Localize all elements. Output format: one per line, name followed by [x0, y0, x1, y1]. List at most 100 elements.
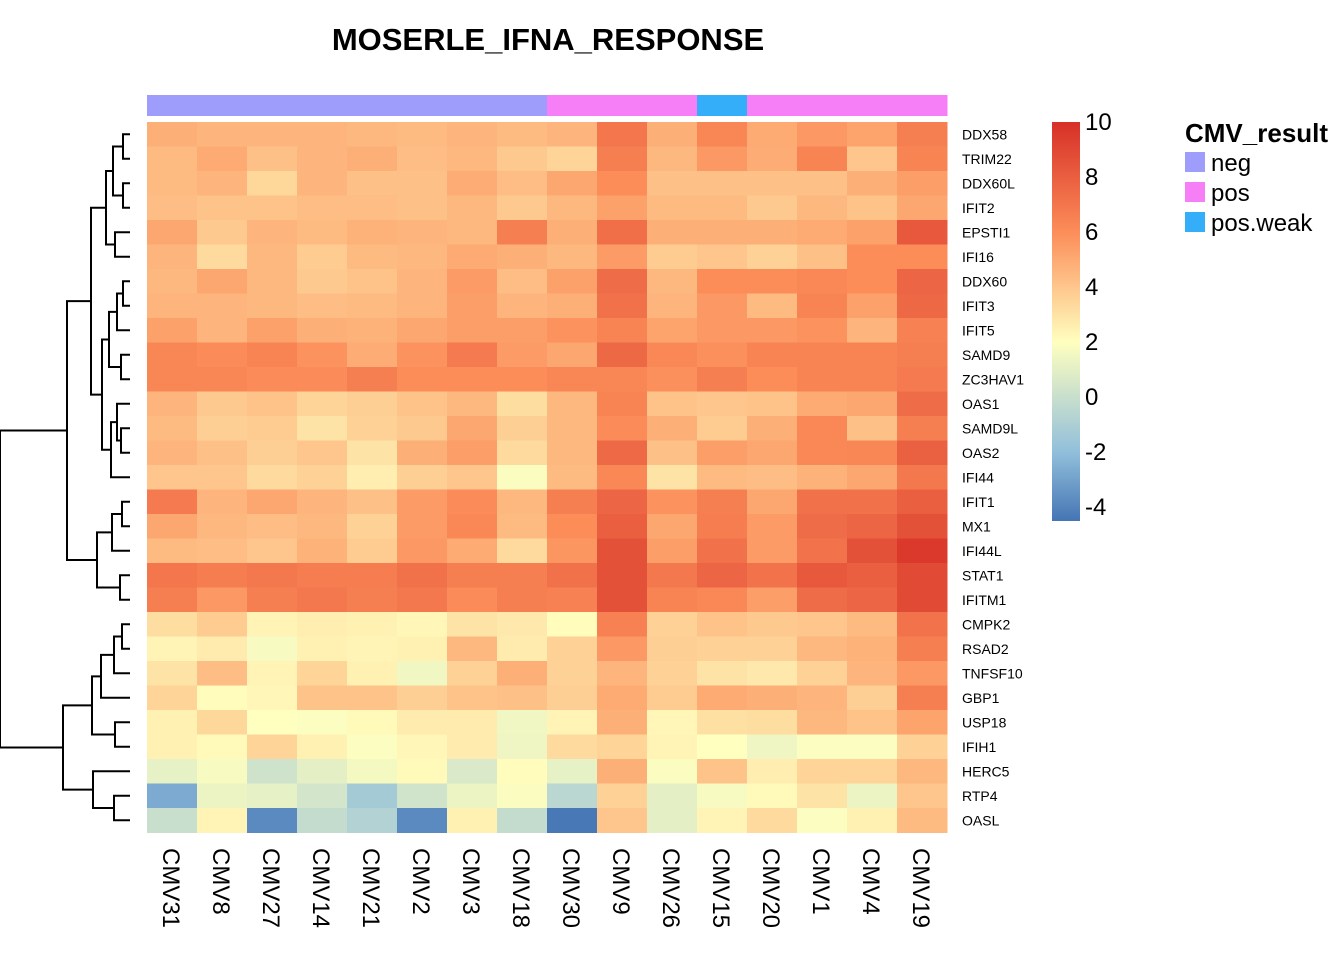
heatmap-cell [347, 612, 398, 637]
heatmap-cell [197, 759, 248, 784]
heatmap-cell [647, 636, 698, 662]
heatmap-cell [447, 367, 498, 392]
heatmap-cell [197, 710, 248, 735]
heatmap-cell [197, 342, 248, 368]
heatmap-cell [197, 220, 248, 245]
legend-swatch [1185, 212, 1205, 232]
heatmap-cell [397, 759, 448, 784]
heatmap-cell [247, 612, 298, 637]
heatmap-cell [747, 759, 798, 784]
heatmap-cell [847, 244, 898, 270]
heatmap-cells [147, 122, 948, 833]
heatmap-cell [647, 612, 698, 637]
heatmap-cell [147, 146, 198, 172]
heatmap-cell [397, 636, 448, 662]
heatmap-cell [447, 587, 498, 613]
heatmap-cell [397, 734, 448, 760]
heatmap-cell [847, 293, 898, 319]
heatmap-cell [547, 244, 598, 270]
dendrogram-branch [91, 675, 115, 736]
column-label: CMV8 [207, 848, 234, 915]
heatmap-cell [247, 685, 298, 711]
heatmap-cell [647, 808, 698, 833]
heatmap-cell [497, 318, 548, 343]
row-label: USP18 [962, 714, 1007, 730]
dendrogram-branch [108, 310, 121, 368]
heatmap-cell [397, 465, 448, 490]
heatmap-cell [297, 710, 348, 735]
heatmap-cell [247, 538, 298, 564]
color-scale-tick: 0 [1085, 384, 1098, 411]
heatmap-cell [797, 563, 848, 588]
row-label: IFITM1 [962, 592, 1007, 608]
heatmap-cell [847, 391, 898, 417]
heatmap-cell [447, 171, 498, 196]
heatmap-cell [597, 538, 648, 564]
row-label: IFIH1 [962, 739, 996, 755]
heatmap-cell [347, 563, 398, 588]
heatmap-cell [447, 244, 498, 270]
heatmap-cell [897, 342, 948, 368]
annotation-cell [547, 95, 598, 116]
heatmap-cell [147, 612, 198, 637]
heatmap-cell [547, 538, 598, 564]
heatmap-cell [647, 587, 698, 613]
heatmap-cell [597, 244, 648, 270]
heatmap-cell [397, 244, 448, 270]
heatmap-cell [547, 293, 598, 319]
heatmap-cell [647, 759, 698, 784]
heatmap-cell [297, 783, 348, 809]
heatmap-cell [547, 146, 598, 172]
heatmap-cell [597, 710, 648, 735]
heatmap-cell [197, 195, 248, 221]
heatmap-cell [497, 710, 548, 735]
heatmap-cell [397, 661, 448, 686]
heatmap-cell [597, 367, 648, 392]
heatmap-cell [897, 391, 948, 417]
heatmap-cell [697, 636, 748, 662]
heatmap-cell [297, 465, 348, 490]
heatmap-cell [797, 661, 848, 686]
heatmap-cell [697, 538, 748, 564]
annotation-cell [247, 95, 298, 116]
heatmap-cell [347, 146, 398, 172]
heatmap-cell [747, 195, 798, 221]
heatmap-cell [747, 587, 798, 613]
heatmap-cell [197, 367, 248, 392]
heatmap-cell [747, 293, 798, 319]
row-label: IFI44L [962, 543, 1002, 559]
heatmap-cell [847, 367, 898, 392]
heatmap-cell [397, 269, 448, 294]
heatmap-cell [697, 440, 748, 466]
heatmap-cell [647, 195, 698, 221]
row-label: ZC3HAV1 [962, 371, 1024, 387]
heatmap-cell [297, 195, 348, 221]
heatmap-cell [697, 587, 748, 613]
row-label: CMPK2 [962, 616, 1010, 632]
column-label: CMV4 [857, 848, 884, 915]
heatmap-cell [247, 342, 298, 368]
heatmap-cell [447, 269, 498, 294]
heatmap-cell [697, 710, 748, 735]
cmv-annotation-bar [147, 95, 948, 116]
heatmap-cell [247, 440, 298, 466]
heatmap-cell [297, 661, 348, 686]
heatmap-cell [247, 759, 298, 784]
heatmap-cell [647, 122, 698, 147]
heatmap-cell [647, 489, 698, 515]
row-label: IFIT1 [962, 494, 995, 510]
heatmap-cell [397, 783, 448, 809]
annotation-cell [397, 95, 448, 116]
annotation-cell [497, 95, 548, 116]
heatmap-cell [447, 146, 498, 172]
heatmap-cell [347, 734, 398, 760]
heatmap-cell [747, 808, 798, 833]
row-label: IFIT2 [962, 200, 995, 216]
annotation-cell [347, 95, 398, 116]
heatmap-cell [147, 269, 198, 294]
heatmap-cell [497, 195, 548, 221]
heatmap-cell [447, 440, 498, 466]
dendrogram-branch [66, 300, 97, 561]
column-label: CMV27 [257, 848, 284, 928]
heatmap-cell [847, 783, 898, 809]
